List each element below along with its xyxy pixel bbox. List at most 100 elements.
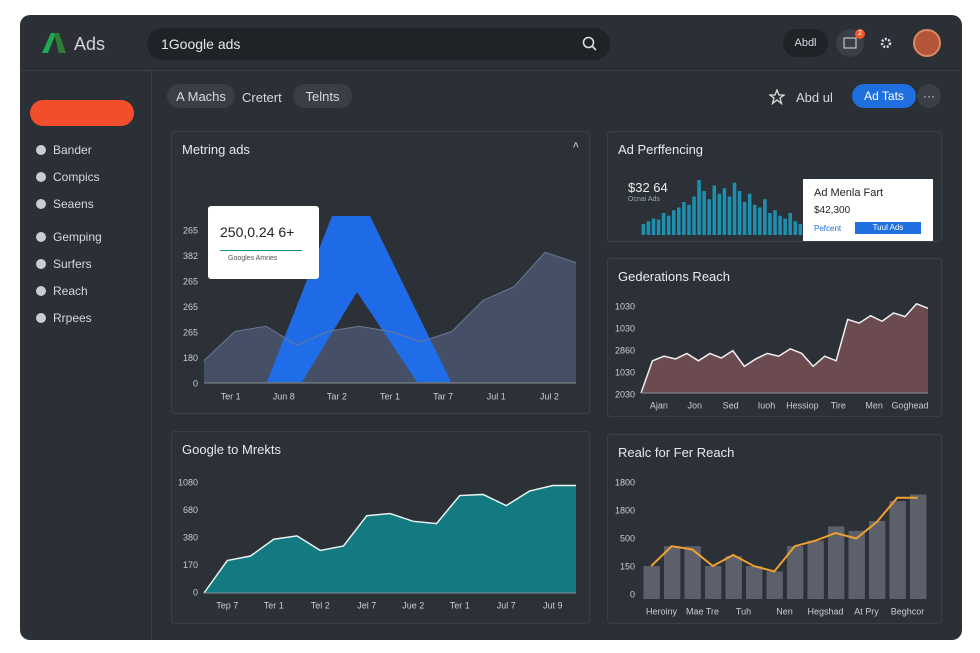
x-tick-label: Heroiny: [646, 606, 678, 616]
menu-item[interactable]: Gemping: [36, 230, 102, 244]
y-tick-label: 265: [183, 302, 198, 312]
bar: [909, 494, 927, 599]
x-tick-label: Jue 2: [402, 600, 424, 610]
bar: [773, 210, 777, 235]
bar: [702, 191, 706, 235]
x-tick-label: Sed: [723, 400, 739, 410]
menu-label: Seaens: [53, 197, 94, 211]
more-button[interactable]: ···: [917, 84, 941, 108]
x-tick-label: Hessiop: [786, 400, 819, 410]
panel-chart: 1800 1800 500 150 0 Heroiny Mae Tre Tuh Nen Hegsh…: [615, 477, 927, 616]
menu-label: Rrpees: [53, 311, 92, 325]
x-tick-label: Tel 2: [311, 600, 330, 610]
menu-label: Gemping: [53, 230, 102, 244]
popup-value: $42,300: [814, 205, 851, 216]
popup: Ad Menla Fart $42,300 Pefcent Tuul Ads: [803, 179, 933, 241]
panel: Ad Perffencing $32 64 Ocnai Ads Ad Menla Fa…: [607, 131, 942, 242]
bar: [722, 188, 727, 235]
bar: [641, 224, 646, 235]
kpi-subtitle: Ocnai Ads: [628, 196, 660, 203]
menu-label: Compics: [53, 170, 100, 184]
x-tick-label: Ter 1: [264, 600, 284, 610]
bar: [663, 546, 681, 599]
y-tick-label: 680: [183, 505, 198, 515]
bar: [707, 199, 711, 235]
bar: [778, 215, 782, 235]
y-tick-label: 150: [620, 561, 635, 571]
bar: [712, 185, 717, 235]
user-button[interactable]: Abdl: [783, 29, 828, 57]
x-tick-label: Ter 1: [380, 391, 400, 401]
create-button[interactable]: [30, 100, 134, 126]
y-tick-label: 1030: [615, 301, 635, 311]
line: [650, 496, 918, 573]
bar: [682, 202, 686, 235]
bar: [827, 526, 845, 599]
menu-item[interactable]: Rrpees: [36, 311, 92, 325]
panel-collapse: ˄: [572, 140, 579, 152]
tab[interactable]: Telnts: [293, 84, 352, 108]
x-tick-label: Beghcor: [891, 606, 925, 616]
panel-title: Google to Mrekts: [182, 442, 281, 457]
search-box[interactable]: 1Google ads: [147, 28, 610, 60]
menu-icon: [36, 259, 46, 269]
menu-item[interactable]: Reach: [36, 284, 88, 298]
line: [203, 484, 576, 594]
tooltip-rule: [220, 250, 302, 251]
panel: Metring ads 265 382 265 265 265 180 0 Ter 1 Jun 8…: [171, 131, 590, 414]
menu-label: Bander: [53, 143, 92, 157]
tab[interactable]: A Machs: [167, 84, 235, 108]
x-tick-label: Ajan: [650, 400, 668, 410]
badge: 2: [855, 29, 865, 39]
panel: Gederations Reach 1030 1030 2860 1030 2030 Aja…: [607, 258, 942, 417]
x-tick-label: Nen: [776, 606, 793, 616]
bar: [786, 546, 804, 599]
y-tick-label: 382: [183, 251, 198, 261]
top-bar: Ads 1Google ads Abdl 2: [20, 15, 962, 71]
menu-item[interactable]: Compics: [36, 170, 100, 184]
y-tick-label: 1030: [615, 367, 635, 377]
y-tick-label: 1030: [615, 323, 635, 333]
y-tick-label: 265: [183, 327, 198, 337]
primary-button[interactable]: Ad Tats: [852, 84, 916, 108]
tab[interactable]: Cretert: [242, 90, 282, 105]
menu-icon: [36, 199, 46, 209]
bar: [727, 196, 732, 235]
menu-item[interactable]: Seaens: [36, 197, 94, 211]
menu-item[interactable]: Bander: [36, 143, 92, 157]
brand-shape: [267, 216, 451, 382]
inbox-icon: [843, 37, 857, 49]
y-tick-label: 2860: [615, 345, 635, 355]
menu-item[interactable]: Surfers: [36, 257, 92, 271]
bar: [656, 219, 661, 235]
avatar[interactable]: [913, 29, 941, 57]
y-tick-label: 2030: [615, 389, 635, 399]
bar: [717, 193, 722, 235]
star-icon[interactable]: [769, 89, 785, 105]
bar: [745, 566, 763, 599]
panel-chart: 265 382 265 265 265 180 0 Ter 1 Jun 8 Tar 2 Ter 1 T…: [183, 216, 577, 401]
bar: [742, 202, 747, 235]
panel-title: Gederations Reach: [618, 269, 731, 284]
y-tick-label: 0: [630, 589, 635, 599]
bar: [661, 213, 666, 235]
panel-chart: 1030 1030 2860 1030 2030 Ajan Jon Sed Iuoh Hessio…: [615, 301, 929, 410]
x-tick-label: Jun 8: [273, 391, 295, 401]
x-tick-label: Ter 1: [450, 600, 470, 610]
popup-button[interactable]: Tuul Ads: [855, 222, 921, 234]
x-tick-label: Men: [865, 400, 883, 410]
y-tick-label: 180: [183, 353, 198, 363]
panel: Realc for Fer Reach 1800 1800 500 150 0 Heroin…: [607, 434, 942, 624]
favorite-link[interactable]: Abd ul: [796, 90, 833, 105]
area: [204, 485, 576, 593]
line: [640, 302, 929, 394]
menu-label: Surfers: [53, 257, 92, 271]
y-tick-label: 265: [183, 276, 198, 286]
x-tick-label: Goghead: [892, 400, 929, 410]
settings-icon[interactable]: [878, 35, 894, 51]
y-tick-label: 0: [193, 587, 198, 597]
x-tick-label: Jul 7: [497, 600, 516, 610]
bar: [671, 210, 676, 235]
bar: [763, 199, 767, 235]
